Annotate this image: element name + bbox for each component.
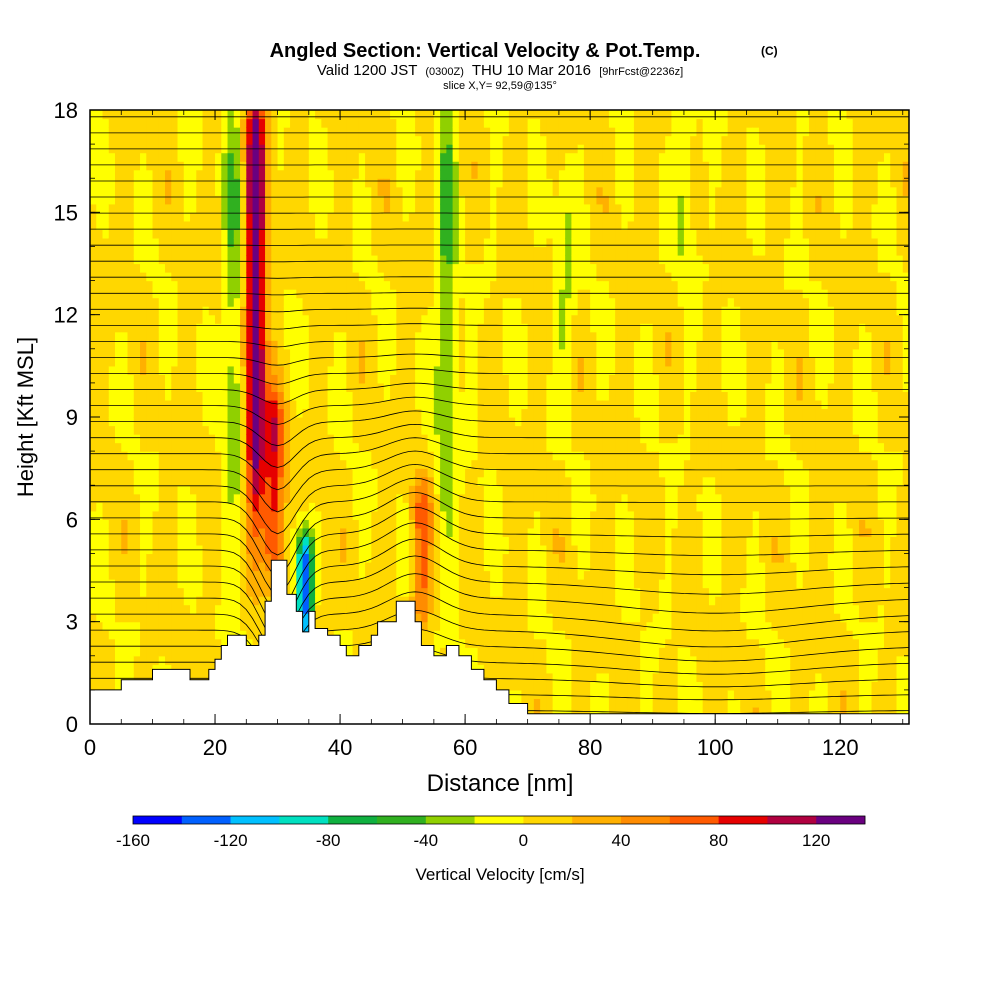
colorbar-tick-label: -160 — [116, 831, 150, 850]
subtitle-valid: Valid 1200 JST — [317, 62, 417, 79]
y-tick-label: 3 — [66, 610, 78, 635]
chart-title: Angled Section: Vertical Velocity & Pot.… — [270, 40, 701, 62]
subtitle-date: THU 10 Mar 2016 — [472, 62, 591, 79]
colorbar-tick-label: 80 — [709, 831, 728, 850]
colorbar-swatch — [426, 816, 475, 824]
colorbar-swatch — [816, 816, 865, 824]
colorbar-swatch — [572, 816, 621, 824]
plot-area — [90, 110, 910, 727]
y-tick-label: 15 — [54, 200, 78, 225]
colorbar-tick-label: 120 — [802, 831, 830, 850]
colorbar-swatch — [719, 816, 768, 824]
y-axis-label: Height [Kft MSL] — [13, 337, 38, 497]
chart-subtitle: Valid 1200 JST (0300Z) THU 10 Mar 2016 [… — [317, 62, 683, 79]
subtitle-forecast: [9hrFcst@2236z] — [599, 66, 683, 78]
colorbar-swatch — [670, 816, 719, 824]
theta-contour — [90, 245, 909, 246]
colorbar-tick-label: -80 — [316, 831, 341, 850]
chart-title-unit: (C) — [761, 44, 778, 58]
colorbar-tick-label: 40 — [612, 831, 631, 850]
colorbar-label: Vertical Velocity [cm/s] — [415, 865, 584, 884]
x-tick-label: 60 — [453, 735, 477, 760]
y-tick-label: 12 — [54, 303, 78, 328]
colorbar-swatch — [767, 816, 816, 824]
colorbar-swatch — [182, 816, 231, 824]
x-tick-label: 0 — [84, 735, 96, 760]
y-tick-label: 9 — [66, 405, 78, 430]
x-tick-label: 20 — [203, 735, 227, 760]
colorbar-swatch — [279, 816, 328, 824]
colorbar-swatch — [523, 816, 572, 824]
y-tick-label: 0 — [66, 712, 78, 737]
y-tick-label: 6 — [66, 507, 78, 532]
x-tick-label: 40 — [328, 735, 352, 760]
x-axis-label: Distance [nm] — [427, 770, 574, 797]
colorbar: -160 -120 -80 -40 0 40 80 120 — [116, 816, 865, 850]
colorbar-swatch — [377, 816, 426, 824]
colorbar-swatch — [328, 816, 377, 824]
x-tick-label: 120 — [822, 735, 859, 760]
subtitle-utc: (0300Z) — [425, 66, 464, 78]
colorbar-tick-label: 0 — [519, 831, 528, 850]
slice-label: slice X,Y= 92,59@135° — [443, 80, 557, 92]
colorbar-swatch — [475, 816, 524, 824]
x-tick-label: 80 — [578, 735, 602, 760]
x-tick-label: 100 — [697, 735, 734, 760]
colorbar-swatch — [133, 816, 182, 824]
colorbar-swatch — [621, 816, 670, 824]
y-tick-label: 18 — [54, 98, 78, 123]
velocity-field — [90, 110, 910, 725]
colorbar-swatch — [231, 816, 280, 824]
colorbar-tick-label: -40 — [414, 831, 439, 850]
colorbar-tick-label: -120 — [214, 831, 248, 850]
